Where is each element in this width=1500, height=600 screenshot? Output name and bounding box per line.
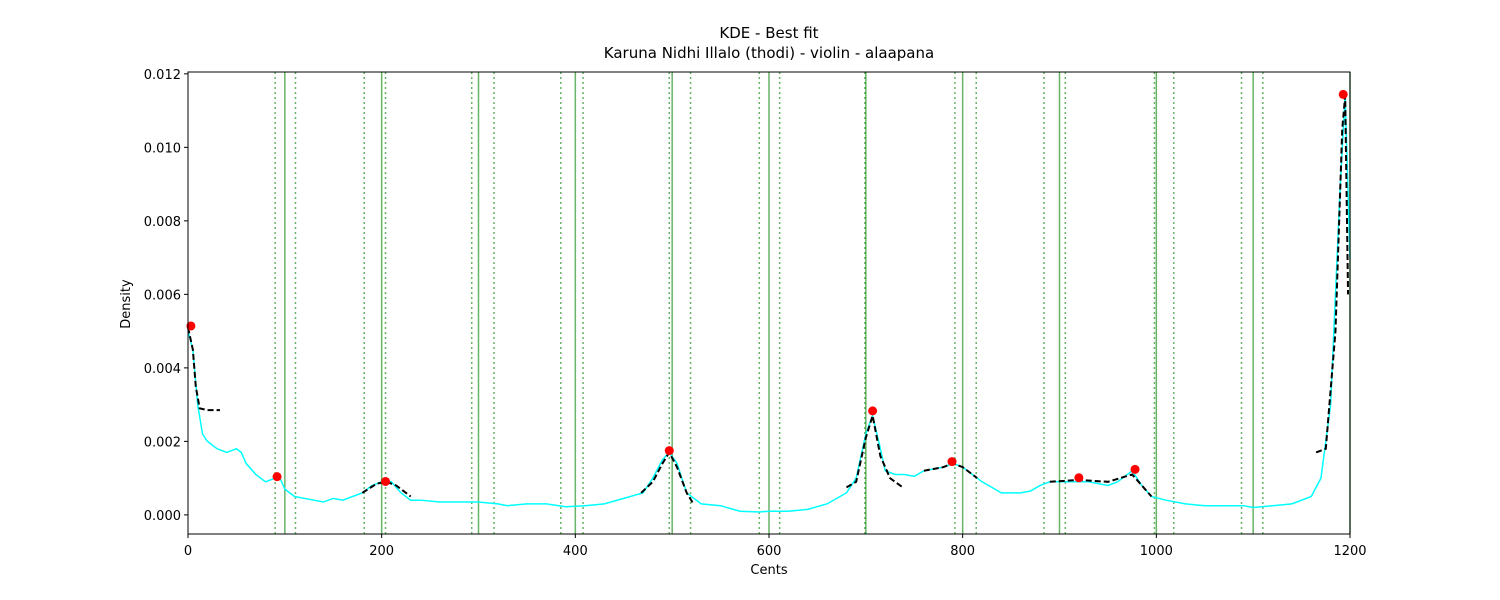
x-tick-label: 400 [563, 544, 588, 559]
x-tick-label: 600 [757, 544, 782, 559]
peak-point [1074, 473, 1084, 483]
y-tick-label: 0.008 [144, 215, 181, 230]
y-tick-label: 0.004 [144, 362, 181, 377]
y-tick-label: 0.010 [144, 141, 181, 156]
peak-point [186, 321, 196, 331]
peak-point [381, 476, 391, 486]
peak-point [272, 472, 282, 482]
y-tick-label: 0.012 [144, 68, 181, 83]
y-tick-label: 0.000 [144, 509, 181, 524]
y-axis-label: Density [119, 279, 134, 329]
peak-point [664, 446, 674, 456]
peak-point [868, 406, 878, 416]
plot-frame [187, 71, 1351, 535]
x-tick-label: 0 [184, 544, 192, 559]
peak-point [1130, 464, 1140, 474]
x-tick-label: 800 [950, 544, 975, 559]
chart-subtitle: Karuna Nidhi Illalo (thodi) - violin - a… [604, 44, 934, 62]
x-tick-label: 200 [369, 544, 394, 559]
y-tick-label: 0.002 [144, 435, 181, 450]
peak-point [947, 457, 957, 467]
peak-point [1338, 89, 1348, 99]
y-tick-label: 0.006 [144, 288, 181, 303]
chart-title: KDE - Best fit [719, 24, 818, 42]
x-axis-label: Cents [750, 563, 787, 578]
x-tick-label: 1000 [1140, 544, 1173, 559]
x-tick-label: 1200 [1333, 544, 1366, 559]
